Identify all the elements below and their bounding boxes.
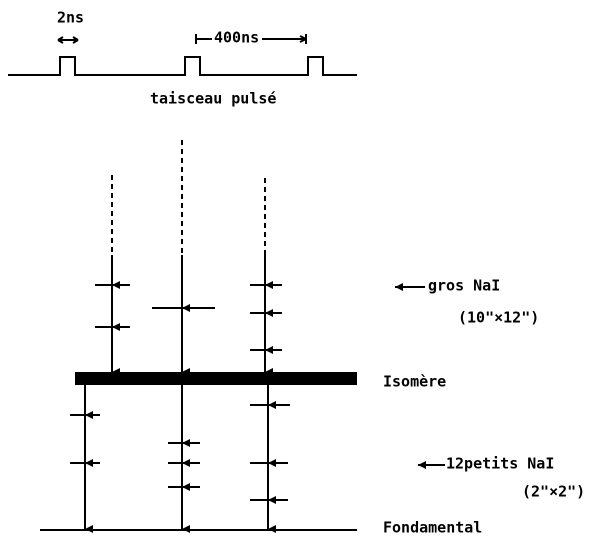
upper-cascades <box>95 140 282 376</box>
pulse-train <box>8 56 357 76</box>
lower-cascades <box>70 385 290 533</box>
isomer-level <box>75 372 357 385</box>
pulse-width-label: 2ns <box>57 9 84 27</box>
width-arrow <box>57 36 79 44</box>
large-detector-size: (10"×12") <box>458 309 539 327</box>
large-detector-label: gros NaI <box>428 277 500 295</box>
small-detector-label: 12petits NaI <box>446 455 554 473</box>
isomer-label: Isomère <box>383 373 446 391</box>
pulse-caption: taisceau pulsé <box>150 90 276 108</box>
period-arrow <box>195 34 307 44</box>
small-detector-size: (2"×2") <box>522 483 585 501</box>
pulse-period-label: 400ns <box>214 29 259 47</box>
ground-label: Fondamental <box>383 519 482 537</box>
